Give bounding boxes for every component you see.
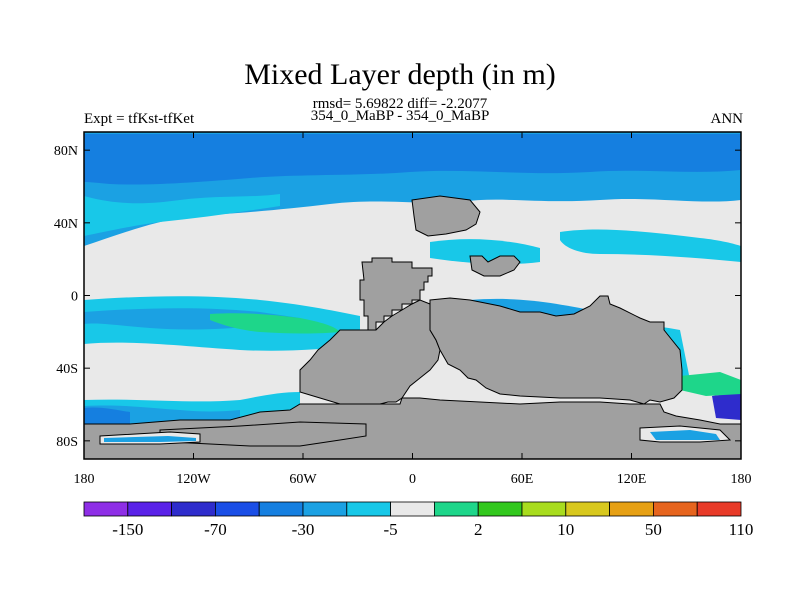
colorbar-label: 50 [645, 520, 662, 539]
colorbar-swatch [565, 501, 610, 517]
colorbar-swatch [433, 501, 479, 517]
map-area [83, 132, 742, 460]
land-asia [469, 255, 521, 277]
north-pacific-cyan [560, 229, 741, 262]
land-masses [83, 195, 742, 460]
lat-axis: 80N 40N 0 40S 80S [54, 144, 741, 450]
colorbar-label: -150 [112, 520, 143, 539]
colorbar-labels: -150 -70 -30 -5 2 10 50 110 [112, 520, 753, 539]
experiments-subtitle: 354_0_MaBP - 354_0_MaBP [310, 108, 490, 124]
weddell-shelf-blue [104, 436, 196, 442]
lon-tick-label: 60W [289, 472, 317, 487]
colorbar-swatch [609, 501, 654, 517]
colorbar-swatch [390, 501, 435, 517]
ross-shelf-blue [650, 430, 720, 440]
colorbar-swatch [346, 501, 391, 517]
colorbar-label: 2 [474, 520, 483, 539]
page-title: Mixed Layer depth (in m) [244, 58, 556, 91]
colorbar-label: 10 [557, 520, 574, 539]
colorbar-label: -5 [384, 520, 398, 539]
lon-tick-label: 180 [731, 472, 752, 487]
colorbar-swatch [214, 501, 260, 517]
lon-tick-label: 120E [617, 472, 647, 487]
colorbar-swatch [302, 501, 348, 517]
stats-subtitle: rmsd= 5.69822 diff= -2.2077 [312, 96, 488, 112]
arctic-dark-patch [84, 134, 741, 185]
season-label: ANN [710, 111, 744, 127]
colorbar-label: -30 [292, 520, 315, 539]
colorbar-swatch [83, 501, 129, 517]
colorbar-swatch [653, 501, 698, 517]
lat-tick-label: 40S [56, 362, 78, 377]
lon-tick-label: 0 [409, 472, 416, 487]
colorbar-swatch [477, 501, 523, 517]
lon-tick-label: 120W [176, 472, 211, 487]
colorbar-swatch [521, 501, 567, 517]
lat-tick-label: 80S [56, 435, 78, 450]
colorbar-label: -70 [204, 520, 227, 539]
colorbar-swatch [127, 501, 173, 517]
colorbar-swatch [258, 501, 304, 517]
land-africa [429, 295, 683, 405]
tropical-green-band [210, 313, 340, 334]
southern-dark-band [84, 407, 130, 424]
lon-tick-label: 180 [74, 472, 95, 487]
arctic-cyan-strip [84, 194, 280, 236]
colorbar-swatch [171, 501, 216, 517]
ross-green-patch [680, 372, 741, 396]
lon-axis: 180 120W 60W 0 60E 120E 180 [74, 132, 752, 487]
lat-tick-label: 0 [71, 290, 78, 305]
lat-tick-label: 40N [54, 217, 78, 232]
land-greenland [411, 195, 481, 237]
lat-tick-label: 80N [54, 144, 78, 159]
ross-dark-patch [712, 392, 741, 420]
colorbar-label: 110 [729, 520, 754, 539]
colorbar [83, 501, 742, 517]
colorbar-swatch [696, 501, 742, 517]
experiment-label: Expt = tfKst-tfKet [84, 111, 195, 127]
land-south-america [299, 299, 441, 405]
lon-tick-label: 60E [511, 472, 534, 487]
